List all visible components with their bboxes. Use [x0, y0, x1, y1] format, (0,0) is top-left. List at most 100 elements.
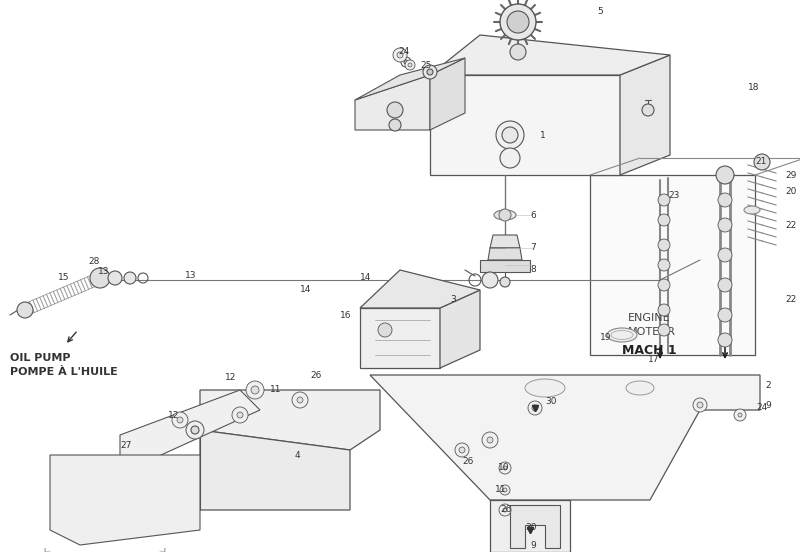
- Circle shape: [246, 381, 264, 399]
- Polygon shape: [200, 430, 350, 510]
- Ellipse shape: [607, 328, 637, 342]
- Ellipse shape: [626, 381, 654, 395]
- Text: 22: 22: [785, 295, 796, 305]
- Ellipse shape: [744, 206, 760, 214]
- Text: 24: 24: [398, 47, 410, 56]
- Circle shape: [503, 508, 507, 512]
- Text: 11: 11: [495, 486, 506, 495]
- Circle shape: [507, 11, 529, 33]
- Circle shape: [393, 48, 407, 62]
- Circle shape: [500, 148, 520, 168]
- Text: 8: 8: [530, 266, 536, 274]
- Circle shape: [693, 398, 707, 412]
- Text: 16: 16: [340, 310, 351, 320]
- Polygon shape: [120, 390, 260, 460]
- Circle shape: [734, 409, 746, 421]
- Circle shape: [503, 488, 507, 492]
- Circle shape: [718, 193, 732, 207]
- Text: 12: 12: [225, 374, 236, 383]
- Text: 2: 2: [765, 380, 770, 390]
- Circle shape: [528, 401, 542, 415]
- Circle shape: [297, 397, 303, 403]
- Text: 20: 20: [785, 188, 796, 197]
- Text: 26: 26: [500, 506, 511, 514]
- Text: 23: 23: [668, 190, 679, 199]
- Circle shape: [658, 194, 670, 206]
- Text: 13: 13: [185, 270, 197, 279]
- Circle shape: [658, 279, 670, 291]
- Polygon shape: [430, 75, 620, 175]
- Text: 17: 17: [648, 355, 659, 364]
- Circle shape: [500, 4, 536, 40]
- Circle shape: [502, 127, 518, 143]
- Circle shape: [292, 392, 308, 408]
- Text: OIL PUMP: OIL PUMP: [10, 353, 70, 363]
- Text: 22: 22: [785, 220, 796, 230]
- Text: 3: 3: [450, 295, 456, 305]
- Circle shape: [427, 69, 433, 75]
- Circle shape: [387, 102, 403, 118]
- Circle shape: [658, 239, 670, 251]
- Circle shape: [487, 437, 493, 443]
- Circle shape: [718, 248, 732, 262]
- Polygon shape: [620, 55, 670, 175]
- Circle shape: [658, 214, 670, 226]
- Text: 18: 18: [748, 83, 759, 93]
- Text: POMPE À L'HUILE: POMPE À L'HUILE: [10, 367, 118, 377]
- Circle shape: [503, 466, 507, 470]
- Text: 25: 25: [420, 61, 431, 70]
- Circle shape: [397, 52, 403, 58]
- Polygon shape: [355, 75, 430, 130]
- Circle shape: [738, 413, 742, 417]
- Text: 4: 4: [295, 450, 301, 459]
- Text: 26: 26: [310, 370, 322, 380]
- Text: 27: 27: [120, 440, 131, 449]
- Circle shape: [658, 324, 670, 336]
- Circle shape: [389, 119, 401, 131]
- Circle shape: [172, 412, 188, 428]
- Circle shape: [455, 443, 469, 457]
- Polygon shape: [480, 260, 530, 272]
- Text: 29: 29: [785, 171, 796, 179]
- Circle shape: [658, 304, 670, 316]
- Text: 5: 5: [597, 8, 602, 17]
- Circle shape: [718, 278, 732, 292]
- Circle shape: [718, 308, 732, 322]
- Circle shape: [532, 405, 538, 411]
- Circle shape: [754, 154, 770, 170]
- Text: 6: 6: [530, 210, 536, 220]
- Circle shape: [405, 60, 415, 70]
- Polygon shape: [200, 390, 380, 450]
- Text: 1: 1: [540, 130, 546, 140]
- Polygon shape: [50, 455, 200, 545]
- Text: MACH 1: MACH 1: [622, 343, 677, 357]
- Text: 30: 30: [545, 397, 557, 406]
- Text: 10: 10: [498, 464, 510, 473]
- Text: 9: 9: [530, 540, 536, 549]
- Text: 14: 14: [300, 285, 311, 295]
- Polygon shape: [370, 375, 760, 500]
- Polygon shape: [360, 270, 480, 308]
- Circle shape: [510, 44, 526, 60]
- Polygon shape: [440, 290, 480, 368]
- Circle shape: [232, 407, 248, 423]
- Circle shape: [658, 259, 670, 271]
- Text: ENGINE: ENGINE: [628, 313, 670, 323]
- Text: MOTEUR: MOTEUR: [628, 327, 676, 337]
- Circle shape: [408, 63, 412, 67]
- Ellipse shape: [494, 210, 516, 220]
- Polygon shape: [488, 248, 522, 260]
- Circle shape: [17, 302, 33, 318]
- Circle shape: [499, 504, 511, 516]
- Circle shape: [177, 417, 183, 423]
- Circle shape: [251, 386, 259, 394]
- Text: 30: 30: [525, 523, 537, 533]
- Text: 7: 7: [530, 243, 536, 252]
- Text: 13: 13: [98, 268, 110, 277]
- Text: 28: 28: [88, 257, 99, 267]
- Circle shape: [499, 462, 511, 474]
- Circle shape: [642, 104, 654, 116]
- Circle shape: [482, 272, 498, 288]
- Circle shape: [500, 485, 510, 495]
- Circle shape: [716, 166, 734, 184]
